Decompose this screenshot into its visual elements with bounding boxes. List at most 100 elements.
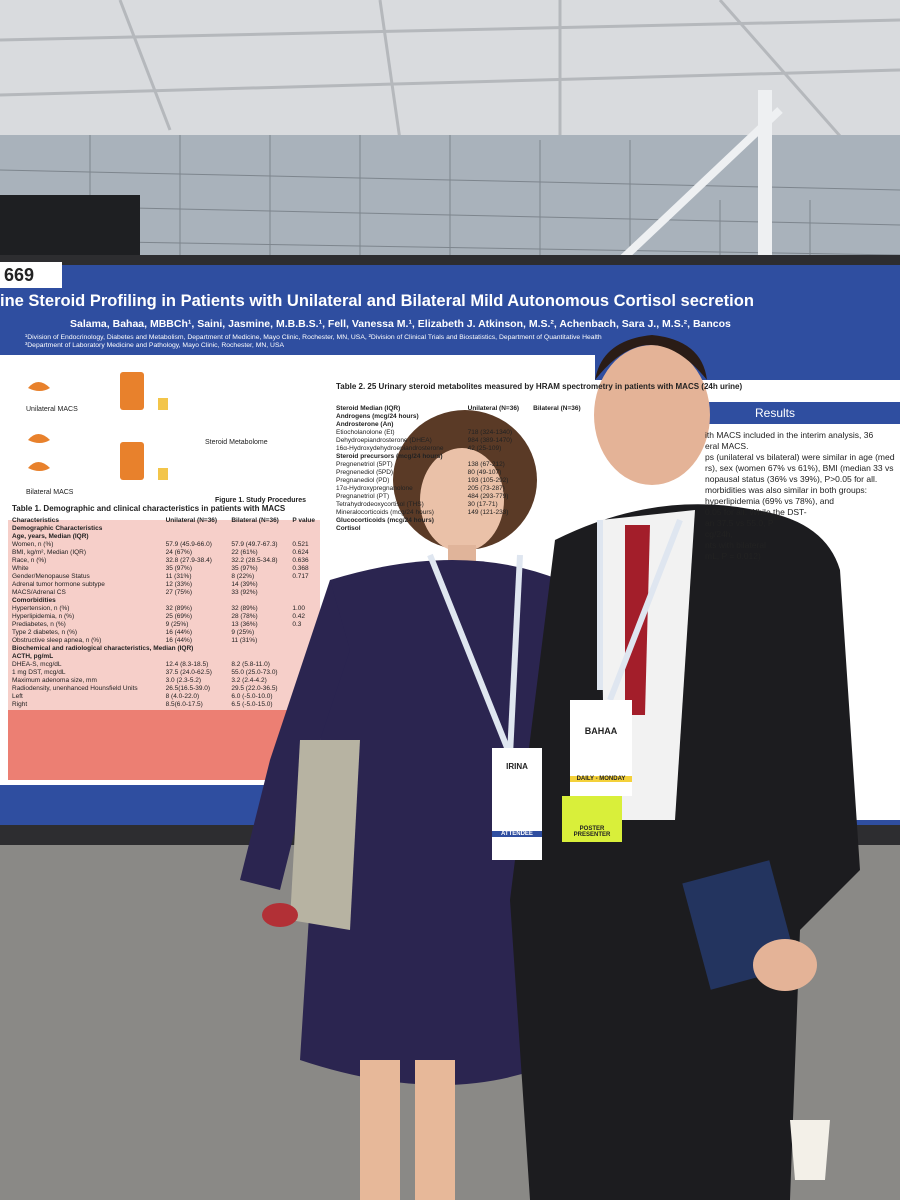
table-cell: Pregnanetriol (PT) [336, 492, 390, 500]
table-row: ACTH, pg/mL [10, 652, 322, 660]
table-row: Androgens (mcg/24 hours) [334, 412, 592, 420]
header-row: Characteristics Unilateral (N=36) Bilatera… [10, 516, 322, 524]
coffee-cup [790, 1120, 830, 1180]
table-row: Pregnanetriol (PT) 484 (293-779) [334, 492, 592, 500]
table-title: Table 1. Demographic and clinical charac… [12, 504, 286, 513]
table-cell: 32 (89%) [231, 604, 258, 612]
table-cell: 57.9 (49.7-67.3) [231, 540, 278, 548]
table-cell: Pregnanediol (PD) [336, 476, 390, 484]
table-cell: 13 (36%) [231, 620, 258, 628]
table-cell: 32 (89%) [165, 604, 192, 612]
results-line: ps (unilateral vs bilateral) were simila… [705, 452, 895, 462]
table-row: Androsterone (An) [334, 420, 592, 428]
header-cell: Unilateral (N=36) [467, 404, 520, 412]
table-cell: 16 (44%) [165, 636, 192, 644]
results-line: eral MACS. [705, 441, 749, 451]
table-cell: Obstructive sleep apnea, n (%) [12, 636, 102, 644]
table-row: Dehydroepiandrosterone (DHEA) 984 (389-14… [334, 436, 592, 444]
table-cell: 0.42 [292, 612, 306, 620]
name-badge: IRINA ATTENDEE [492, 748, 542, 860]
curtain [0, 195, 140, 265]
table-row: DHEA-S, mcg/dL 12.4 (8.3-18.5) 8.2 (5.8-11… [10, 660, 322, 668]
table-cell: 27 (75%) [165, 588, 192, 596]
results-line: mL, P = 0.012) [705, 551, 761, 561]
table-cell: Type 2 diabetes, n (%) [12, 628, 78, 636]
name-badge: BAHAA DAILY - MONDAY [570, 700, 632, 796]
table-cell: DHEA-S, mcg/dL [12, 660, 62, 668]
table-cell: Biochemical and radiological characteris… [12, 644, 194, 652]
table-cell: Right [12, 700, 28, 708]
results-header-bar [705, 402, 900, 424]
table-cell: 16 (44%) [165, 628, 192, 636]
table-cell: ACTH, pg/mL [12, 652, 54, 660]
results-line: ith MACS included in the interim analysi… [705, 430, 874, 440]
table-cell: 57.9 (45.9-66.0) [165, 540, 212, 548]
figure-label: Steroid Metabolome [205, 439, 268, 446]
badge-name: IRINA [506, 762, 528, 771]
table-cell: 14 (39%) [231, 580, 258, 588]
table-row: MACS/Adrenal CS 27 (75%) 33 (92%) [10, 588, 322, 596]
table-row: Pregnenediol (5PD) 80 (49-107) [334, 468, 592, 476]
table-cell: Etiocholanolone (Et) [336, 428, 395, 436]
table-row: Comorbidities [10, 596, 322, 604]
table-cell: 9 (25%) [231, 628, 255, 636]
poster-authors: Salama, Bahaa, MBBCh¹, Saini, Jasmine, M… [70, 318, 731, 330]
results-line: 0.05 for all. While the DST- [705, 507, 807, 517]
results-line: hyperlipidemia (69% vs 78%), and [705, 496, 834, 506]
table-row: Prediabetes, n (%) 9 (25%) 13 (36%) 0.3 [10, 620, 322, 628]
results-line: rs), sex (women 67% vs 61%), BMI (median… [705, 463, 895, 473]
table-row: BMI, kg/m², Median (IQR) 24 (67%) 22 (61%)… [10, 548, 322, 556]
figure-icons [28, 372, 144, 480]
table-cell: 9 (25%) [165, 620, 189, 628]
table-cell: Age, years, Median (IQR) [12, 532, 89, 540]
table-cell: Comorbidities [12, 596, 56, 604]
table-cell: Glucocorticoids (mcg/24 hours) [336, 516, 434, 524]
table-cell: 0.717 [292, 572, 309, 580]
results-line: morbidities was also similar in both gro… [705, 485, 868, 495]
badge-day: DAILY - MONDAY [570, 776, 632, 782]
table-cell: 22 (61%) [231, 548, 258, 556]
table-row: Adrenal tumor hormone subtype 12 (33%) 14 … [10, 580, 322, 588]
table-row: Cortisol [334, 524, 592, 532]
results-text: ith MACS included in the interim analysi… [705, 430, 895, 562]
table-cell: 149 (121-233) [467, 508, 509, 516]
table-cell: 0.636 [292, 556, 309, 564]
results-line: an 37.5 vs 55.0, P [705, 518, 774, 528]
table-cell: 11 (31%) [231, 636, 258, 644]
table-cell: 11 (31%) [165, 572, 192, 580]
badge-role: ATTENDEE [492, 831, 542, 837]
table-row: Age, years, Median (IQR) [10, 532, 322, 540]
table-title: Table 2. 25 Urinary steroid metabolites … [336, 382, 743, 391]
table-row: Left 8 (4.0-22.0) 6.0 (-5.0-10.0) [10, 692, 322, 700]
table-cell: 6.5 (-5.0-15.0) [231, 700, 273, 708]
table-row: Etiocholanolone (Et) 718 (324-1340) [334, 428, 592, 436]
sample-cups [158, 398, 168, 480]
ribbon-text: POSTER PRESENTER [573, 826, 611, 838]
header-cell: Bilateral (N=36) [533, 404, 581, 412]
table-cell: Left [12, 692, 23, 700]
table-cell: Hyperlipidemia, n (%) [12, 612, 75, 620]
results-line: cg/24h, [705, 529, 733, 539]
table-1: Characteristics Unilateral (N=36) Bilatera… [10, 516, 322, 708]
table-cell: Androsterone (An) [336, 420, 394, 428]
table-cell: 1.00 [292, 604, 306, 612]
table-cell: 0.624 [292, 548, 309, 556]
beam [597, 107, 783, 283]
table-cell: 984 (389-1470) [467, 436, 513, 444]
poster-affiliation: ¹Division of Endocrinology, Diabetes and… [25, 334, 602, 341]
header-row: Steroid Median (IQR) Unilateral (N=36) Bil… [334, 404, 592, 412]
table-cell: 30 (17-71) [467, 500, 498, 508]
header-cell: P value [292, 516, 316, 524]
table-cell: 484 (293-779) [467, 492, 509, 500]
table-row: Pregnanediol (PD) 193 (105-292) [334, 476, 592, 484]
badge-name: BAHAA [584, 726, 618, 736]
table-cell: 42 (25-109) [467, 444, 502, 452]
table-cell: Women, n (%) [12, 540, 54, 548]
table-row: Demographic Characteristics [10, 524, 322, 532]
table-cell: 8.5(6.0-17.5) [165, 700, 203, 708]
table-row: Maximum adenoma size, mm 3.0 (2.3-5.2) 3.2… [10, 676, 322, 684]
table-cell: 37.5 (24.0-62.5) [165, 668, 212, 676]
figure-label: Unilateral MACS [26, 406, 78, 413]
